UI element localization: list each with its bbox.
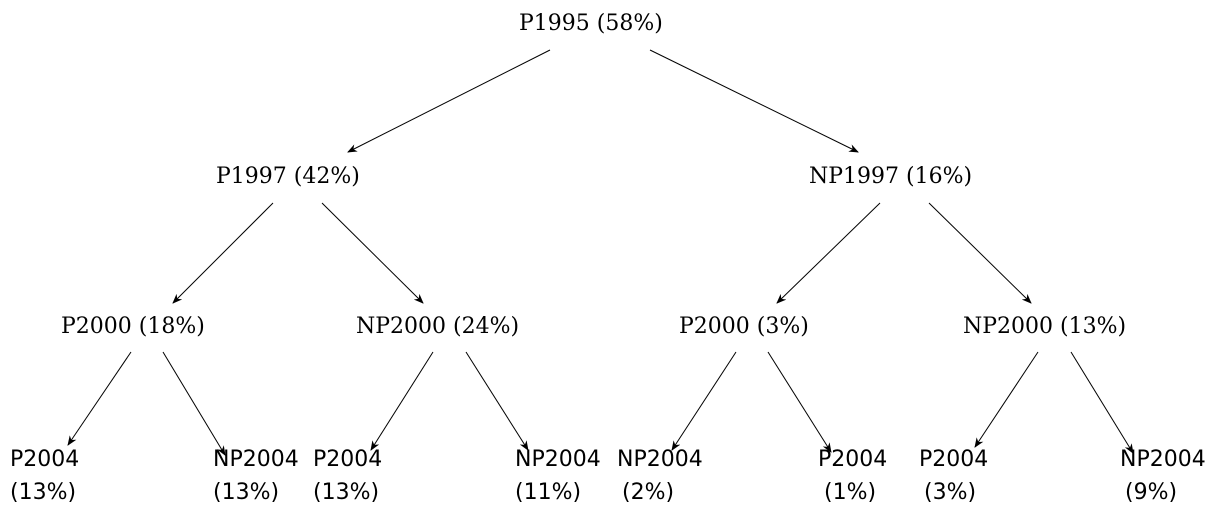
node-np2000-d: NP2000 (13%) xyxy=(963,314,1127,339)
leaf-1-name: P2004 xyxy=(10,447,80,472)
node-p1997: P1997 (42%) xyxy=(216,164,360,189)
edge-p1997-p2000 xyxy=(172,202,274,304)
edge-l2d-leaf8 xyxy=(1070,351,1134,454)
edge-root-np1997 xyxy=(649,49,859,153)
leaf-1-pct: (13%) xyxy=(10,480,77,505)
leaf-7: P2004 (3%) xyxy=(919,443,988,509)
leaf-4-pct: (11%) xyxy=(515,480,582,505)
edge-root-p1997 xyxy=(347,49,551,153)
node-root: P1995 (58%) xyxy=(519,11,663,36)
edge-l2a-leaf2 xyxy=(162,351,226,456)
leaf-7-name: P2004 xyxy=(919,447,989,472)
edge-l2a-leaf1 xyxy=(67,351,132,446)
leaf-6-name: P2004 xyxy=(818,447,888,472)
edge-l2b-leaf3 xyxy=(370,351,434,451)
node-p2000-c: P2000 (3%) xyxy=(679,314,809,339)
leaf-5-pct: (2%) xyxy=(622,480,675,505)
leaf-2-name: NP2004 xyxy=(213,447,299,472)
leaf-3: P2004 (13%) xyxy=(313,443,382,509)
node-np1997: NP1997 (16%) xyxy=(809,164,973,189)
leaf-8-pct: (9%) xyxy=(1125,480,1178,505)
leaf-6-pct: (1%) xyxy=(824,480,877,505)
edge-l2b-leaf4 xyxy=(465,351,529,451)
edge-l2d-leaf7 xyxy=(974,351,1039,448)
edge-p1997-np2000 xyxy=(321,202,424,304)
node-p2000-a: P2000 (18%) xyxy=(61,314,205,339)
leaf-5-name: NP2004 xyxy=(617,447,703,472)
leaf-4: NP2004 (11%) xyxy=(515,443,601,509)
leaf-2-pct: (13%) xyxy=(213,480,280,505)
edge-np1997-np2000 xyxy=(928,202,1032,304)
leaf-7-pct: (3%) xyxy=(924,480,977,505)
leaf-4-name: NP2004 xyxy=(515,447,601,472)
leaf-8: NP2004 (9%) xyxy=(1120,443,1206,509)
edge-np1997-p2000 xyxy=(776,202,881,304)
leaf-8-name: NP2004 xyxy=(1120,447,1206,472)
node-np2000-b: NP2000 (24%) xyxy=(356,314,520,339)
leaf-3-name: P2004 xyxy=(313,447,383,472)
leaf-2: NP2004 (13%) xyxy=(213,443,299,509)
edge-l2c-leaf6 xyxy=(767,351,832,453)
leaf-6: P2004 (1%) xyxy=(818,443,887,509)
leaf-1: P2004 (13%) xyxy=(10,443,79,509)
edge-l2c-leaf5 xyxy=(671,351,737,451)
leaf-5: NP2004 (2%) xyxy=(617,443,703,509)
leaf-3-pct: (13%) xyxy=(313,480,380,505)
